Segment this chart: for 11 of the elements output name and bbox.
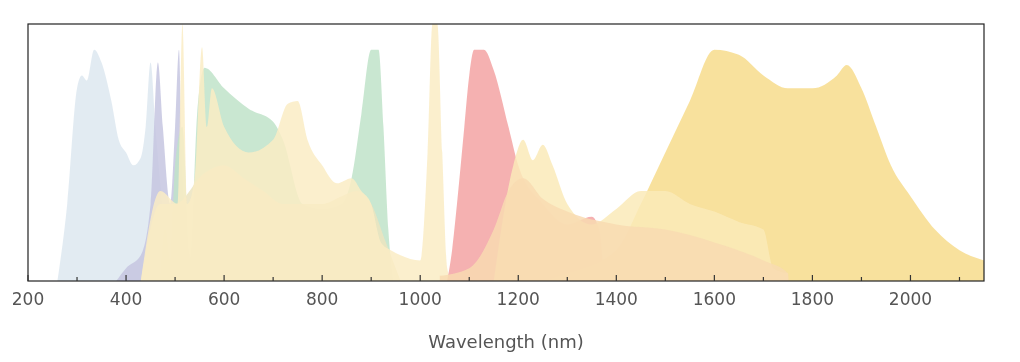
x-tick-label: 1000 — [398, 289, 442, 309]
x-tick-label: 600 — [207, 289, 241, 309]
x-tick-label: 800 — [305, 289, 339, 309]
x-tick-label: 1400 — [594, 289, 638, 309]
x-tick-label: 2000 — [888, 289, 933, 309]
x-tick-label: 1200 — [496, 289, 540, 309]
x-tick-label: 400 — [109, 289, 143, 309]
x-tick-label: 1800 — [790, 289, 835, 309]
x-tick-label: 1600 — [692, 289, 736, 309]
x-axis-title: Wavelength (nm) — [428, 331, 584, 352]
x-tick-label: 200 — [11, 289, 45, 309]
